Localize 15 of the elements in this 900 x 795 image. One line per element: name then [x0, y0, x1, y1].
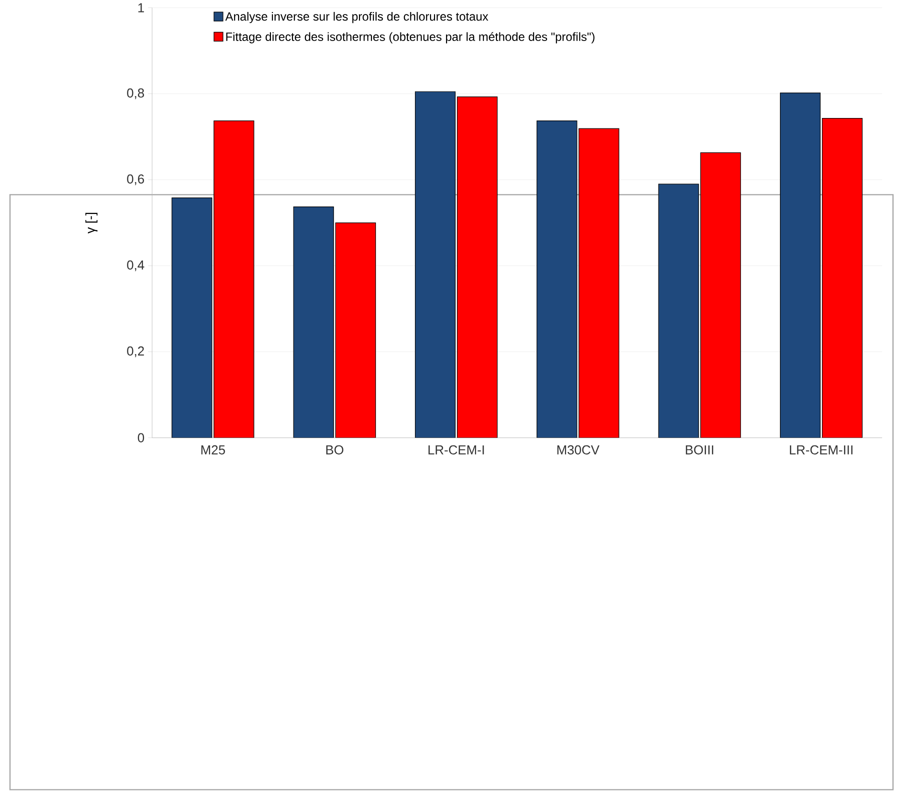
y-tick-label: 0,6: [127, 174, 144, 186]
x-tick-label: M25: [201, 445, 225, 455]
x-tick-label: BO: [326, 445, 344, 455]
y-axis-title: γ [-]: [85, 213, 98, 234]
x-tick-label: BOIII: [686, 445, 714, 455]
x-tick-label: M30CV: [557, 445, 600, 455]
y-tick-label: 0,8: [127, 88, 144, 100]
y-tick-label: 0,2: [127, 346, 144, 358]
x-tick-label: LR-CEM-III: [790, 445, 852, 455]
x-tick-label: LR-CEM-I: [428, 445, 484, 455]
legend-label: Analyse inverse sur les profils de chlorures totaux: [225, 12, 488, 24]
y-tick-label: 0: [138, 433, 144, 443]
legend-label: Fittage directe des isothermes (obtenues par la méthode des "profils"): [226, 32, 594, 44]
y-tick-label: 1: [138, 3, 144, 12]
y-tick-label: 0,4: [127, 260, 144, 272]
